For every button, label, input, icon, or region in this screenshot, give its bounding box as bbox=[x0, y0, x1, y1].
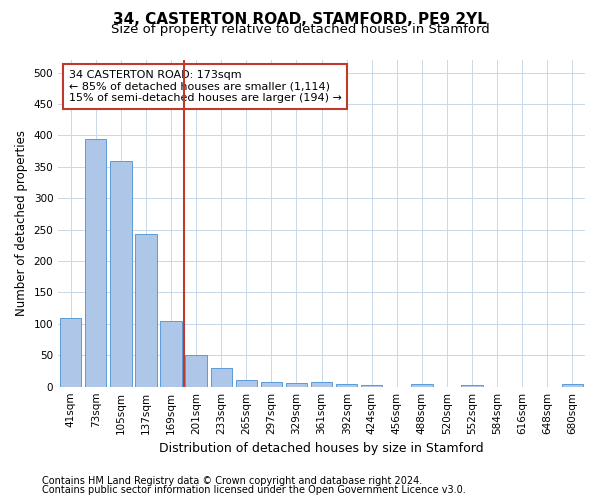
Bar bbox=[311, 382, 332, 386]
Bar bbox=[185, 356, 207, 386]
Bar bbox=[85, 139, 106, 386]
Text: Size of property relative to detached houses in Stamford: Size of property relative to detached ho… bbox=[110, 24, 490, 36]
Bar bbox=[110, 160, 131, 386]
Text: Contains public sector information licensed under the Open Government Licence v3: Contains public sector information licen… bbox=[42, 485, 466, 495]
Y-axis label: Number of detached properties: Number of detached properties bbox=[15, 130, 28, 316]
Text: 34 CASTERTON ROAD: 173sqm
← 85% of detached houses are smaller (1,114)
15% of se: 34 CASTERTON ROAD: 173sqm ← 85% of detac… bbox=[69, 70, 341, 103]
Bar bbox=[336, 384, 358, 386]
Bar bbox=[236, 380, 257, 386]
Bar bbox=[411, 384, 433, 386]
Bar bbox=[160, 320, 182, 386]
Bar bbox=[261, 382, 282, 386]
Bar bbox=[211, 368, 232, 386]
Text: Contains HM Land Registry data © Crown copyright and database right 2024.: Contains HM Land Registry data © Crown c… bbox=[42, 476, 422, 486]
Text: 34, CASTERTON ROAD, STAMFORD, PE9 2YL: 34, CASTERTON ROAD, STAMFORD, PE9 2YL bbox=[113, 12, 487, 28]
Bar bbox=[461, 385, 483, 386]
Bar bbox=[60, 318, 82, 386]
X-axis label: Distribution of detached houses by size in Stamford: Distribution of detached houses by size … bbox=[159, 442, 484, 455]
Bar bbox=[562, 384, 583, 386]
Bar bbox=[136, 234, 157, 386]
Bar bbox=[286, 383, 307, 386]
